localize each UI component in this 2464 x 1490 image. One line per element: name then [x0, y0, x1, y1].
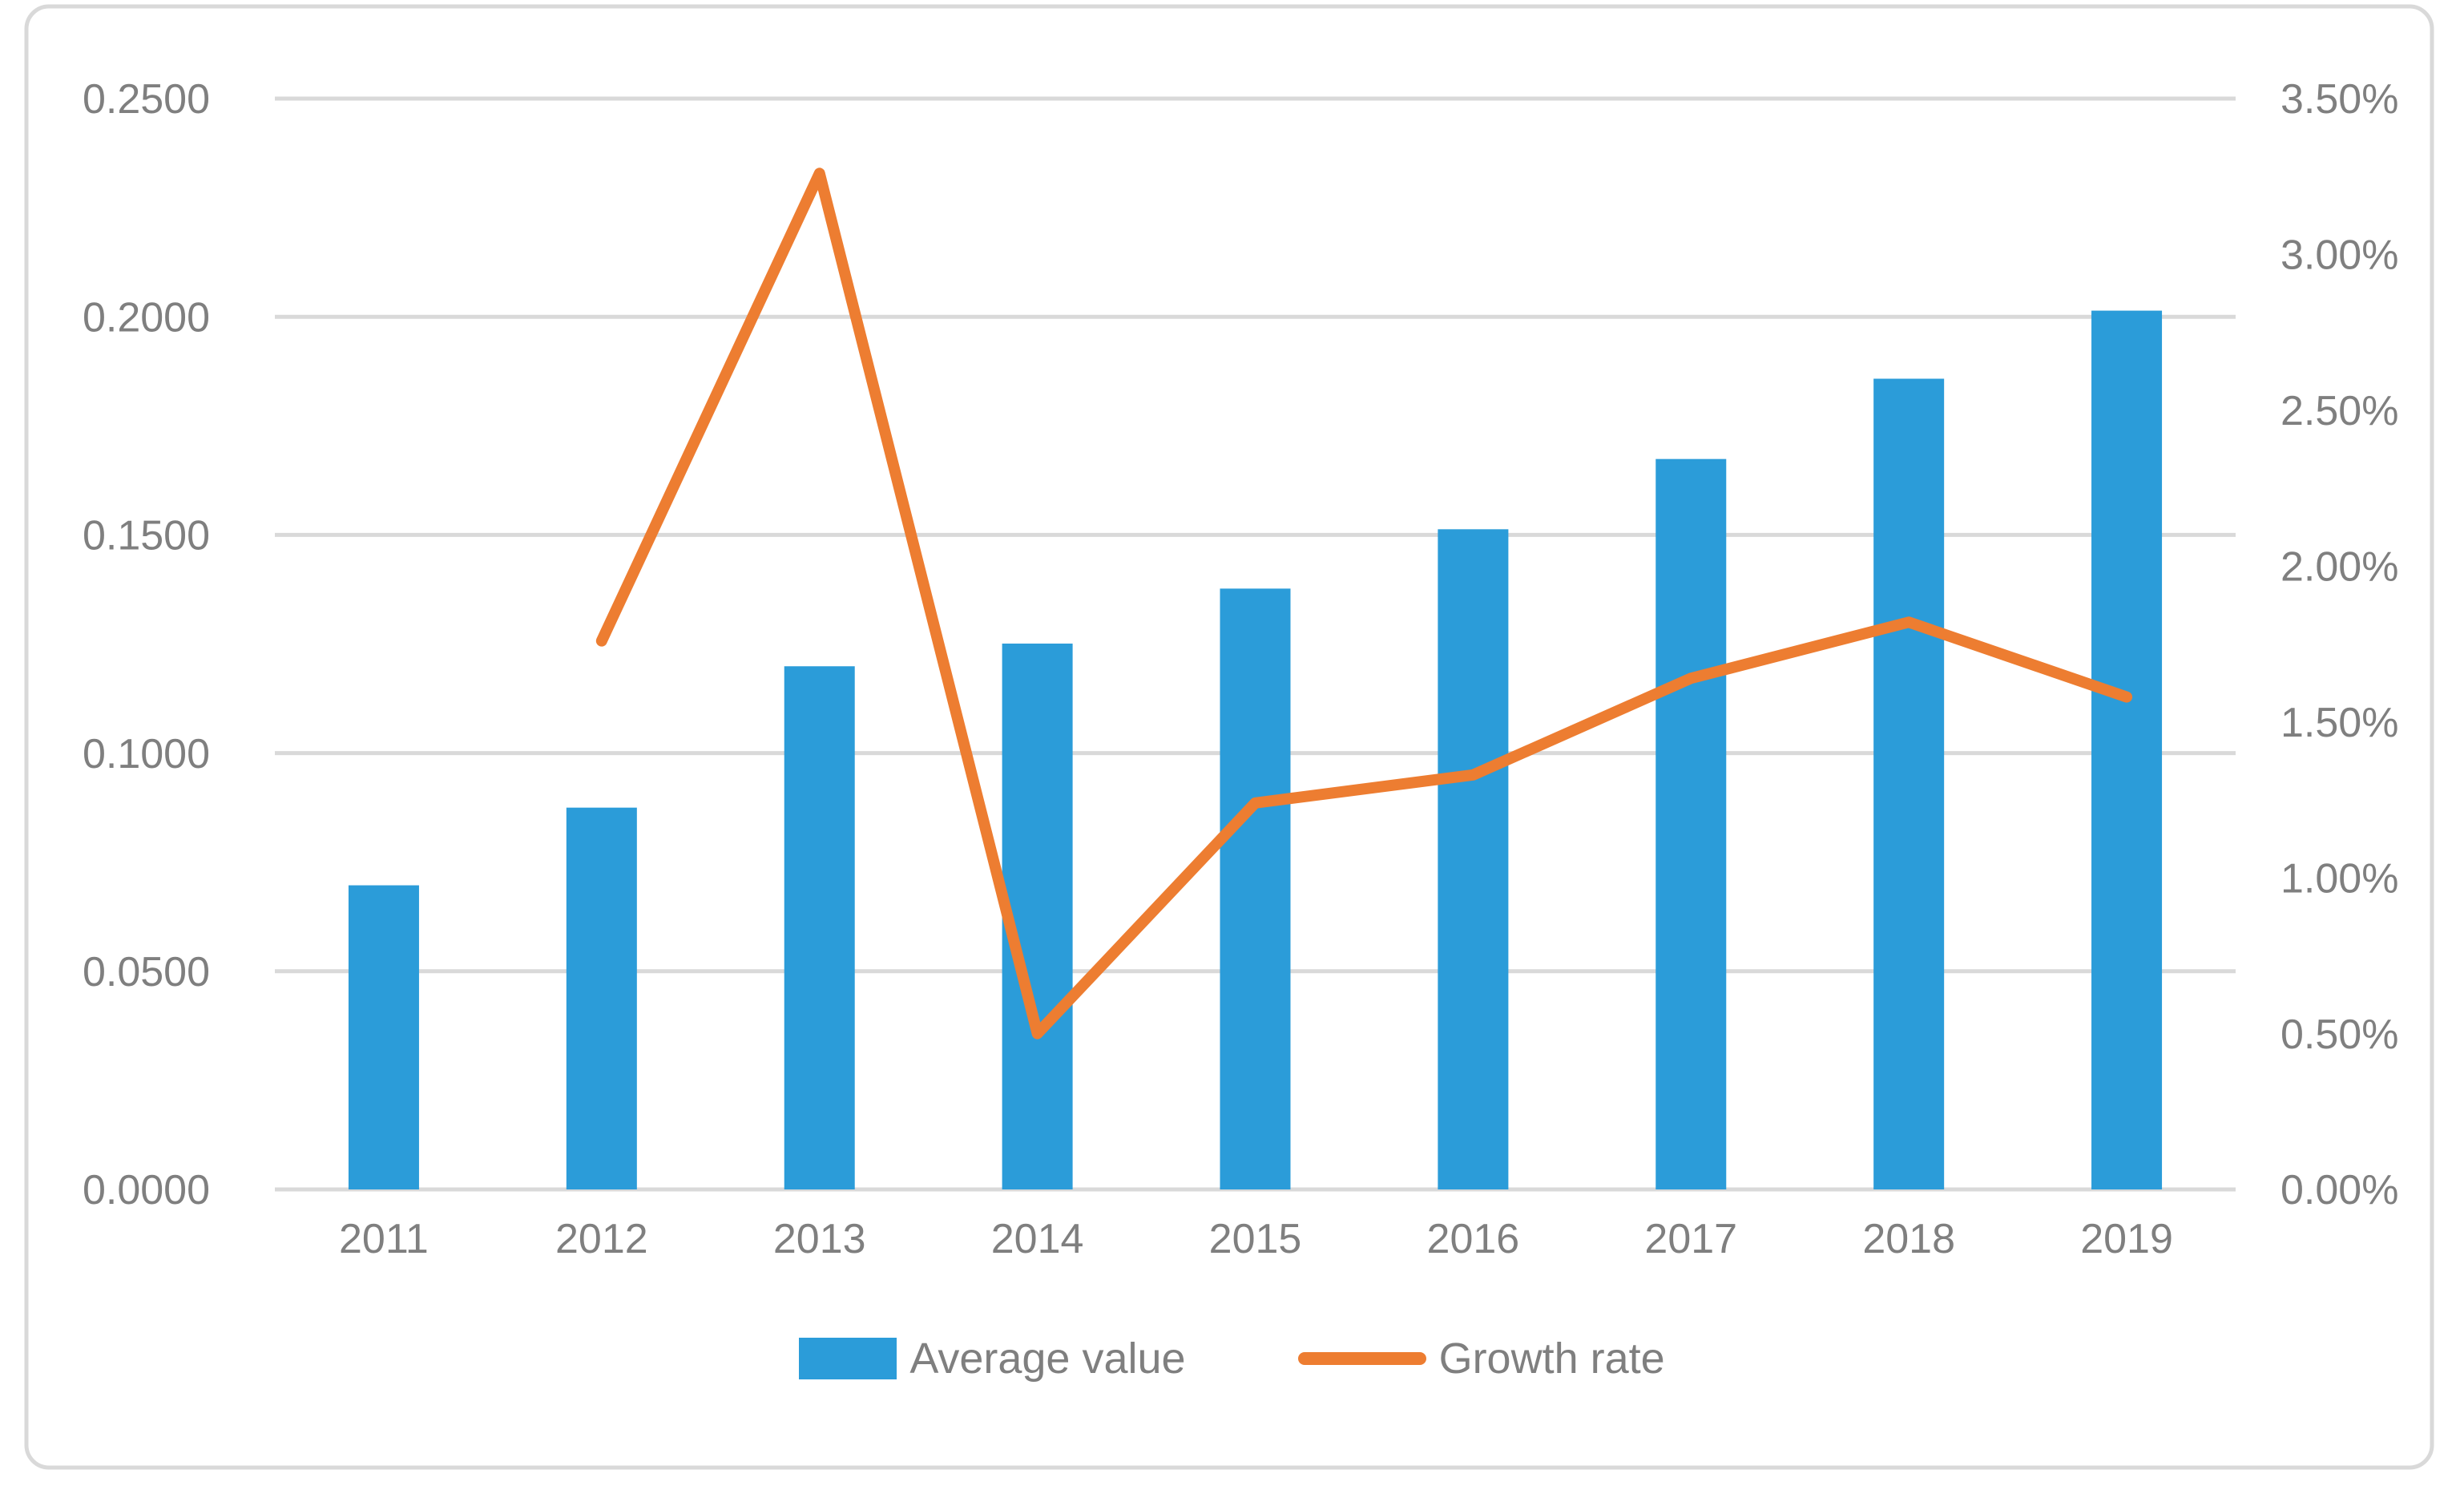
x-axis-label: 2019 — [2080, 1216, 2173, 1262]
right-axis-tick-label: 0.50% — [2281, 1012, 2398, 1058]
left-axis-tick-label: 0.2500 — [83, 76, 210, 123]
bar-2016 — [1438, 529, 1509, 1189]
x-axis-label: 2012 — [555, 1216, 648, 1262]
left-axis-tick-label: 0.0500 — [83, 949, 210, 995]
right-axis-tick-label: 3.50% — [2281, 76, 2398, 123]
bar-2019 — [2091, 310, 2163, 1190]
x-axis-label: 2013 — [773, 1216, 866, 1262]
left-axis-tick-label: 0.0000 — [83, 1167, 210, 1213]
growth-rate-line — [595, 168, 2133, 1040]
right-axis-tick-label: 3.00% — [2281, 232, 2398, 279]
left-axis-tick-label: 0.1500 — [83, 513, 210, 559]
bar-2013 — [784, 666, 855, 1189]
right-axis-tick-label: 1.00% — [2281, 855, 2398, 902]
x-axis-label: 2018 — [1862, 1216, 1955, 1262]
bar-2011 — [348, 885, 419, 1189]
left-axis-tick-label: 0.1000 — [83, 731, 210, 777]
x-axis-label: 2017 — [1644, 1216, 1737, 1262]
left-axis-tick-label: 0.2000 — [83, 294, 210, 341]
right-axis-tick-label: 2.50% — [2281, 388, 2398, 434]
x-axis-label: 2015 — [1209, 1216, 1302, 1262]
bar-2012 — [566, 807, 637, 1189]
chart-border — [24, 4, 2434, 1470]
x-axis-label: 2011 — [339, 1216, 429, 1262]
bar-2014 — [1002, 643, 1073, 1189]
right-axis-tick-label: 1.50% — [2281, 700, 2398, 746]
bar-2015 — [1220, 588, 1291, 1189]
bar-2018 — [1873, 378, 1945, 1190]
right-axis-tick-label: 2.00% — [2281, 543, 2398, 590]
x-axis-label: 2014 — [991, 1216, 1084, 1262]
right-axis-tick-label: 0.00% — [2281, 1167, 2398, 1213]
bar-2017 — [1655, 458, 1727, 1189]
x-axis-label: 2016 — [1427, 1216, 1520, 1262]
